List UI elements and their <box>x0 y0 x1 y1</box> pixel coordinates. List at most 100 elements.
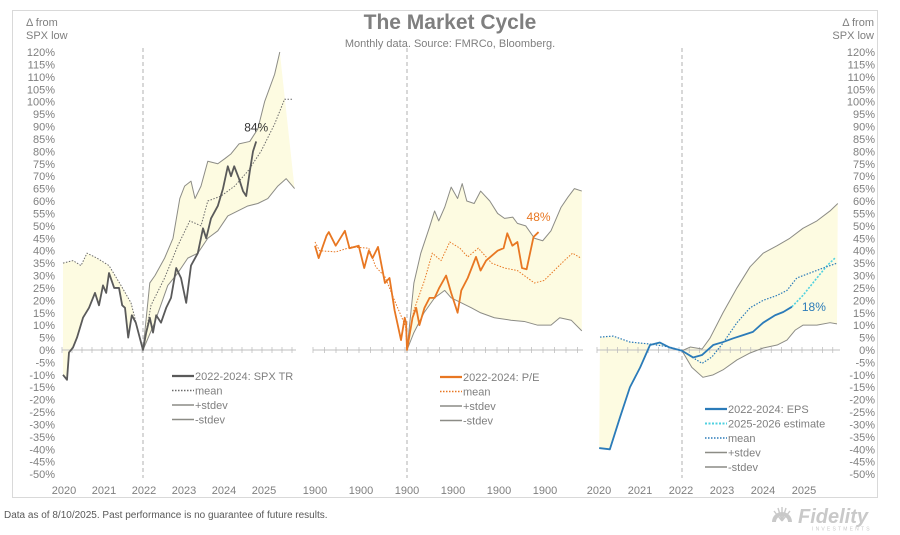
y-tick-label-right: 90% <box>853 122 875 134</box>
y-tick-label-left: -40% <box>29 444 55 456</box>
x-tick-label: 1900 <box>487 485 511 497</box>
legend-label: -stdev <box>463 416 493 428</box>
y-tick-label-right: 55% <box>853 208 875 220</box>
y-tick-label-right: 65% <box>853 184 875 196</box>
series-line--stdev <box>681 203 839 352</box>
y-tick-label-left: -35% <box>29 432 55 444</box>
x-tick-label: 2024 <box>751 485 775 497</box>
x-tick-label: 2020 <box>52 485 76 497</box>
y-tick-label-left: 70% <box>33 171 55 183</box>
series-line-mean <box>62 98 293 351</box>
y-tick-label-right: 15% <box>853 308 875 320</box>
chart-subtitle: Monthly data. Source: FMRCo, Bloomberg. <box>344 38 556 50</box>
y-axis-label-left: Δ from SPX low <box>26 17 68 42</box>
y-tick-label-left: 65% <box>33 184 55 196</box>
y-tick-label-right: 30% <box>853 271 875 283</box>
y-tick-label-left: -5% <box>35 357 55 369</box>
y-tick-label-left: 55% <box>33 208 55 220</box>
y-tick-label-left: 20% <box>33 295 55 307</box>
data-label: 18% <box>802 300 826 314</box>
y-tick-label-right: -20% <box>849 395 875 407</box>
series-line-2022-2024-eps <box>599 306 793 451</box>
chart-frame <box>12 10 878 498</box>
y-tick-label-right: -30% <box>849 419 875 431</box>
legend-label: 2022-2024: EPS <box>728 404 809 416</box>
panel-eps: 2020 2021 2022 2023 2024 2025 18% 2022-2024: EP… <box>587 48 840 497</box>
series-line-2022-2024-spx-tr <box>62 141 258 381</box>
y-tick-label-right: 110% <box>848 72 876 84</box>
y-tick-label-left: 90% <box>33 122 55 134</box>
x-tick-label: 2023 <box>710 485 734 497</box>
y-tick-label-left: 100% <box>27 97 55 109</box>
legend-label: 2025-2026 estimate <box>728 419 825 431</box>
x-tick-label: 1900 <box>441 485 465 497</box>
y-tick-label-right: -10% <box>849 370 875 382</box>
y-tick-label-right: 40% <box>853 246 875 258</box>
footer-disclaimer: Data as of 8/10/2025. Past performance i… <box>4 510 328 521</box>
x-tick-label: 2022 <box>669 485 693 497</box>
y-tick-label-right: 70% <box>853 171 875 183</box>
y-tick-label-right: 25% <box>853 283 875 295</box>
y-tick-label-right: -25% <box>849 407 875 419</box>
y-tick-label-right: 20% <box>853 295 875 307</box>
legend-label: -stdev <box>728 462 758 474</box>
stdev-band <box>682 203 838 378</box>
y-tick-label-left: 85% <box>33 134 55 146</box>
x-tick-label: 2024 <box>212 485 236 497</box>
x-tick-label: 2020 <box>587 485 611 497</box>
legend-label: +stdev <box>195 400 228 412</box>
y-tick-label-right: -40% <box>849 444 875 456</box>
legend-label: +stdev <box>728 448 761 460</box>
stdev-band <box>407 183 582 350</box>
x-tick-label: 2021 <box>92 485 116 497</box>
y-tick-label-left: 50% <box>33 221 55 233</box>
series-line--stdev <box>681 322 838 378</box>
x-tick-label: 1900 <box>349 485 373 497</box>
y-tick-label-left: 40% <box>33 246 55 258</box>
y-tick-label-right: 85% <box>853 134 875 146</box>
x-tick-label: 1900 <box>303 485 327 497</box>
legend-label: 2022-2024: P/E <box>463 372 539 384</box>
panel-pe: 1900 1900 1900 1900 1900 1900 48% 2022-2024: P/… <box>303 48 583 497</box>
x-tick-label: 1900 <box>533 485 557 497</box>
y-tick-label-right: 50% <box>853 221 875 233</box>
y-tick-label-left: 10% <box>33 320 55 332</box>
chart-title: The Market Cycle <box>363 11 537 34</box>
y-tick-label-left: 0% <box>39 345 55 357</box>
y-tick-label-right: 75% <box>853 159 875 171</box>
y-tick-label-left: -45% <box>29 457 55 469</box>
y-tick-label-left: -50% <box>29 469 55 481</box>
y-tick-label-left: -30% <box>29 419 55 431</box>
y-tick-label-left: 60% <box>33 196 55 208</box>
y-tick-label-left: 80% <box>33 146 55 158</box>
series-line-2022-2024-p-e <box>314 229 540 351</box>
panel-spx: 2020 2021 2022 2023 2024 2025 84% 2022-2024: SP… <box>52 48 296 497</box>
svg-text:Fidelity: Fidelity <box>798 506 869 528</box>
y-tick-label-left: 25% <box>33 283 55 295</box>
y-tick-label-left: -20% <box>29 395 55 407</box>
y-tick-label-right: 115% <box>848 59 876 71</box>
legend-label: mean <box>463 387 491 399</box>
y-tick-label-left: 15% <box>33 308 55 320</box>
y-tick-label-right: -5% <box>855 357 875 369</box>
series-line--stdev <box>406 289 583 351</box>
y-tick-label-left: 45% <box>33 233 55 245</box>
y-tick-label-right: 80% <box>853 146 875 158</box>
y-tick-label-right: 60% <box>853 196 875 208</box>
y-tick-label-left: 120% <box>27 47 55 59</box>
legend-label: -stdev <box>195 415 225 427</box>
data-label: 48% <box>527 210 551 224</box>
y-tick-label-right: 45% <box>853 233 875 245</box>
y-axis-label-right: Δ from SPX low <box>832 17 874 42</box>
y-tick-label-left: -10% <box>29 370 55 382</box>
y-tick-label-left: -25% <box>29 407 55 419</box>
x-tick-label: 2022 <box>132 485 156 497</box>
y-tick-label-left: 5% <box>39 333 55 345</box>
y-tick-label-right: 100% <box>847 97 875 109</box>
y-tick-label-left: 105% <box>27 84 55 96</box>
y-tick-label-right: 10% <box>853 320 875 332</box>
y-tick-label-left: 110% <box>28 72 56 84</box>
y-tick-label-left: 95% <box>33 109 55 121</box>
x-tick-label: 2025 <box>792 485 816 497</box>
